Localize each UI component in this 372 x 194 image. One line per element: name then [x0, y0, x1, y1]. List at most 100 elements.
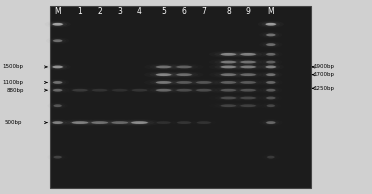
Ellipse shape: [110, 89, 129, 92]
Ellipse shape: [239, 61, 257, 64]
Ellipse shape: [170, 64, 198, 69]
Ellipse shape: [265, 121, 276, 124]
Ellipse shape: [48, 22, 67, 27]
Ellipse shape: [219, 61, 238, 64]
Ellipse shape: [110, 121, 130, 124]
Ellipse shape: [214, 95, 243, 100]
Ellipse shape: [48, 64, 67, 69]
Ellipse shape: [175, 81, 193, 84]
Ellipse shape: [234, 88, 262, 93]
Ellipse shape: [263, 95, 279, 100]
Ellipse shape: [150, 88, 178, 93]
Ellipse shape: [221, 73, 236, 76]
Ellipse shape: [221, 104, 236, 107]
Ellipse shape: [175, 65, 193, 68]
Ellipse shape: [219, 65, 238, 68]
Ellipse shape: [112, 121, 128, 124]
Ellipse shape: [132, 89, 147, 92]
Ellipse shape: [221, 53, 236, 56]
Ellipse shape: [266, 89, 275, 92]
Text: 3: 3: [117, 8, 122, 16]
Ellipse shape: [240, 81, 256, 84]
Ellipse shape: [214, 64, 243, 69]
Ellipse shape: [195, 89, 213, 92]
Ellipse shape: [263, 120, 279, 125]
Ellipse shape: [156, 66, 171, 68]
Ellipse shape: [219, 96, 238, 100]
Ellipse shape: [70, 121, 90, 124]
Ellipse shape: [51, 121, 64, 124]
Ellipse shape: [49, 80, 66, 85]
Ellipse shape: [157, 121, 171, 124]
Text: 1500bp: 1500bp: [2, 64, 23, 69]
Ellipse shape: [219, 89, 238, 92]
Ellipse shape: [240, 73, 256, 76]
Ellipse shape: [239, 81, 257, 84]
Ellipse shape: [214, 52, 243, 57]
Ellipse shape: [176, 89, 192, 92]
Ellipse shape: [263, 52, 279, 57]
Ellipse shape: [124, 120, 155, 125]
Ellipse shape: [156, 89, 171, 92]
Ellipse shape: [170, 80, 198, 85]
Ellipse shape: [263, 60, 279, 65]
Ellipse shape: [265, 33, 276, 36]
Ellipse shape: [239, 96, 257, 100]
Ellipse shape: [221, 81, 236, 84]
Text: 1900bp: 1900bp: [314, 64, 334, 69]
Ellipse shape: [54, 156, 62, 158]
Ellipse shape: [266, 66, 276, 68]
Ellipse shape: [49, 38, 66, 43]
Bar: [50, 6, 311, 188]
Ellipse shape: [51, 65, 64, 68]
Ellipse shape: [150, 80, 178, 85]
Ellipse shape: [239, 53, 257, 56]
Ellipse shape: [263, 32, 279, 37]
Ellipse shape: [266, 121, 275, 124]
Ellipse shape: [52, 23, 63, 26]
Ellipse shape: [155, 121, 172, 124]
Ellipse shape: [266, 156, 275, 159]
Ellipse shape: [265, 61, 276, 64]
Ellipse shape: [112, 89, 128, 92]
Text: 5: 5: [161, 8, 166, 16]
Text: 4: 4: [137, 8, 142, 16]
Ellipse shape: [130, 89, 149, 92]
Text: 1100bp: 1100bp: [2, 80, 23, 85]
Ellipse shape: [266, 81, 275, 84]
Text: 1250bp: 1250bp: [314, 86, 334, 91]
Ellipse shape: [190, 88, 218, 93]
Text: 9: 9: [246, 8, 251, 16]
Ellipse shape: [53, 89, 62, 92]
Text: 880bp: 880bp: [7, 88, 24, 93]
Ellipse shape: [266, 73, 275, 76]
Ellipse shape: [219, 73, 238, 76]
Ellipse shape: [263, 72, 279, 77]
Ellipse shape: [263, 80, 279, 85]
Ellipse shape: [52, 121, 63, 124]
Ellipse shape: [72, 89, 88, 92]
Ellipse shape: [90, 121, 110, 124]
Ellipse shape: [154, 73, 173, 76]
Text: 6: 6: [182, 8, 187, 16]
Ellipse shape: [266, 34, 275, 36]
Text: 1: 1: [78, 8, 82, 16]
Ellipse shape: [156, 81, 171, 84]
Ellipse shape: [105, 120, 135, 125]
Ellipse shape: [53, 104, 62, 107]
Ellipse shape: [154, 81, 173, 84]
Ellipse shape: [175, 89, 193, 92]
Ellipse shape: [262, 64, 280, 69]
Ellipse shape: [156, 73, 171, 76]
Ellipse shape: [176, 73, 192, 76]
Ellipse shape: [264, 65, 277, 68]
Ellipse shape: [219, 81, 238, 84]
Ellipse shape: [170, 72, 198, 77]
Ellipse shape: [175, 73, 193, 76]
Ellipse shape: [154, 65, 173, 68]
Ellipse shape: [240, 104, 256, 107]
Ellipse shape: [263, 42, 279, 47]
Ellipse shape: [221, 66, 236, 68]
Ellipse shape: [214, 88, 243, 93]
Ellipse shape: [240, 66, 256, 68]
